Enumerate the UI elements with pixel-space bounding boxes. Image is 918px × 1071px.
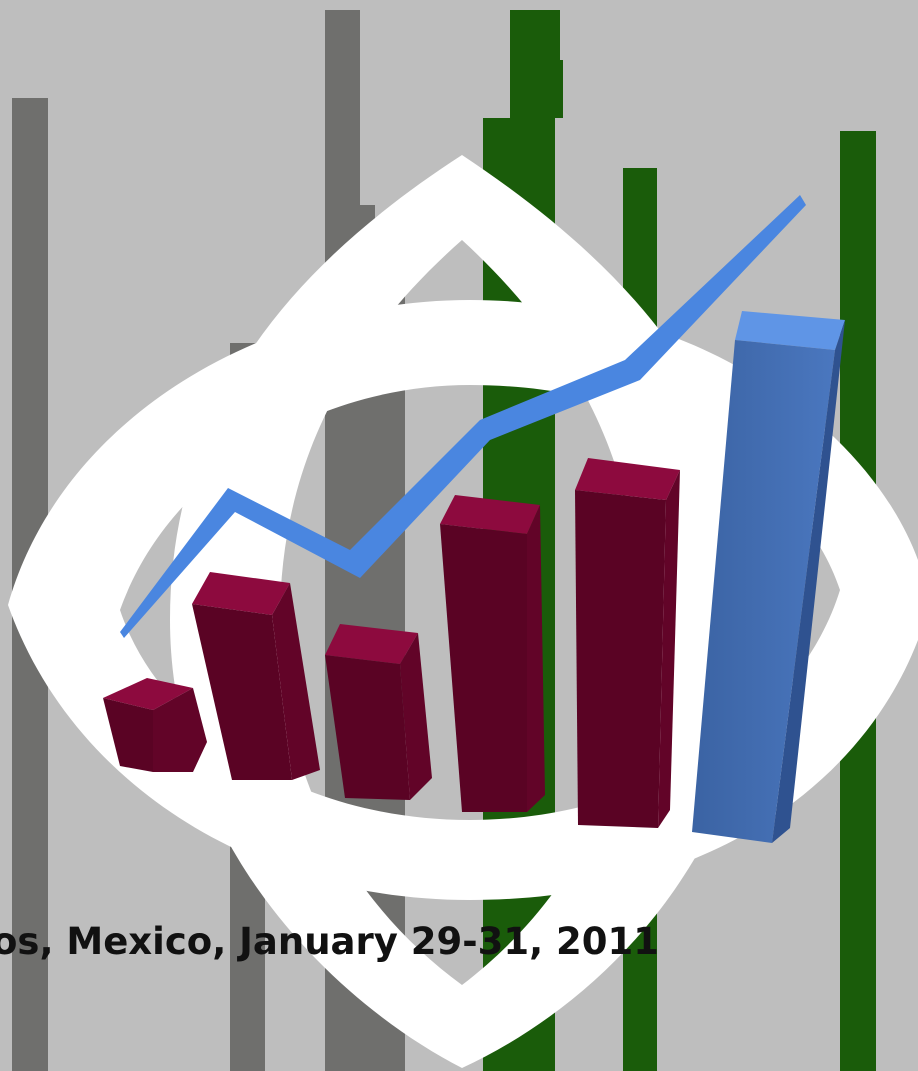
bar-4 bbox=[440, 495, 545, 812]
bar-6-blue bbox=[692, 311, 845, 843]
bar-5 bbox=[575, 458, 680, 828]
bar-2 bbox=[192, 572, 320, 780]
trend-line bbox=[120, 195, 806, 638]
caption-bar: os, Mexico, January 29-31, 2011 bbox=[0, 912, 918, 972]
event-location-date: os, Mexico, January 29-31, 2011 bbox=[0, 920, 660, 963]
trend-line-ribbon bbox=[120, 195, 806, 638]
bar-1 bbox=[103, 678, 207, 772]
bars bbox=[103, 311, 845, 843]
bar-3 bbox=[325, 624, 432, 800]
